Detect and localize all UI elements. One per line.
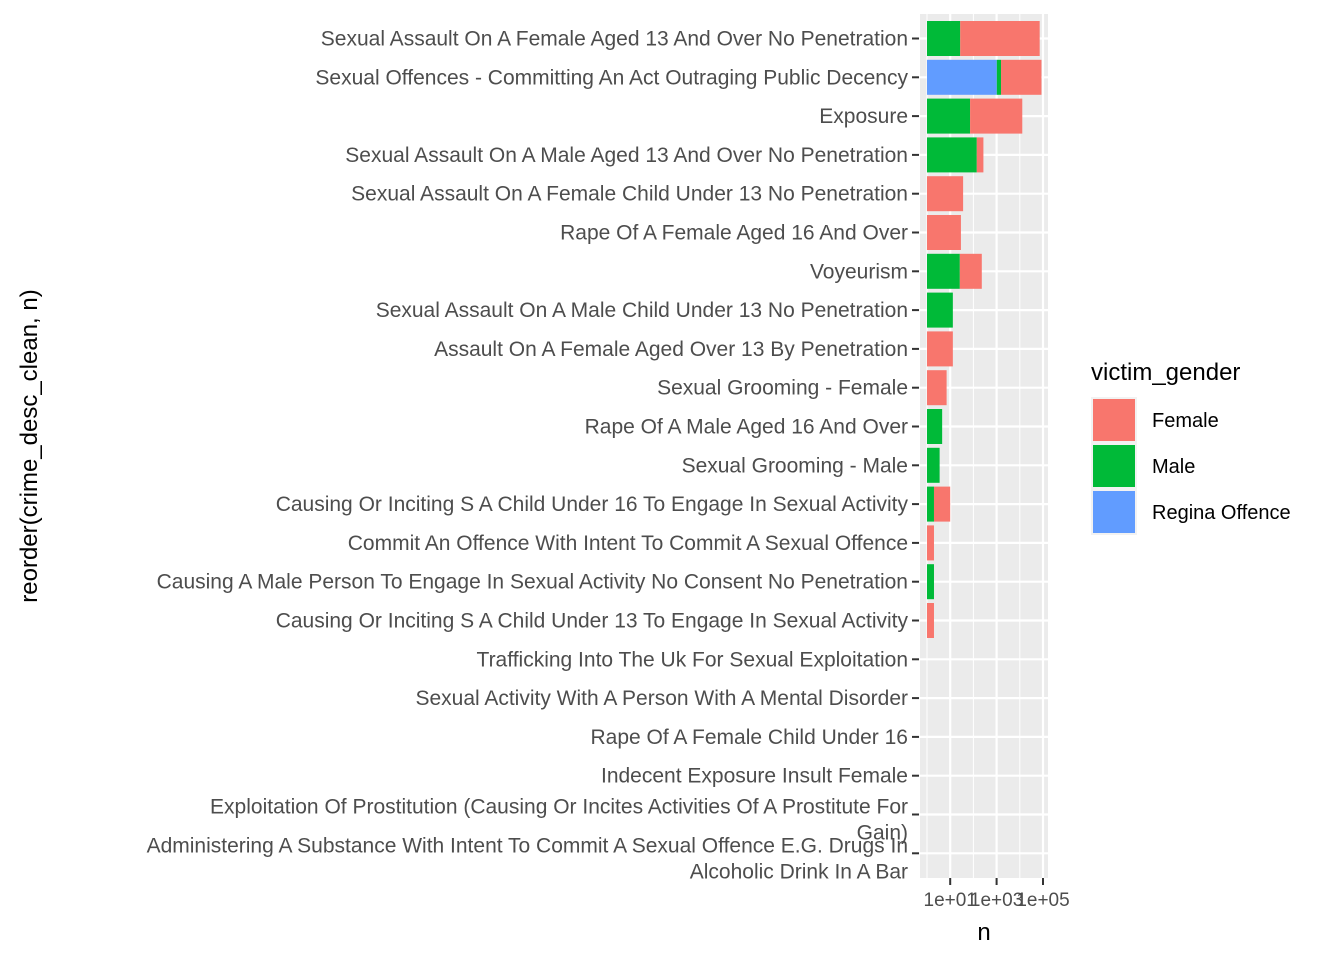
category-label: Trafficking Into The Uk For Sexual Explo… xyxy=(477,648,908,671)
bar-segment-regina-offence xyxy=(927,59,997,95)
bar-segment-female xyxy=(959,253,982,289)
category-label: Sexual Grooming - Female xyxy=(657,377,908,400)
category-label: Sexual Offences - Committing An Act Outr… xyxy=(315,66,908,89)
bar-segment-female xyxy=(933,486,951,522)
bar-segment-male xyxy=(927,137,977,173)
bar-segment-female xyxy=(927,370,947,406)
category-label: Rape Of A Female Aged 16 And Over xyxy=(560,222,908,245)
category-label: Causing Or Inciting S A Child Under 13 T… xyxy=(276,610,909,633)
category-label: Sexual Assault On A Male Aged 13 And Ove… xyxy=(345,144,908,167)
category-label: Sexual Activity With A Person With A Men… xyxy=(415,687,908,710)
y-axis-title: reorder(crime_desc_clean, n) xyxy=(16,289,43,602)
category-label: Exposure xyxy=(819,105,908,128)
category-label: Gain) xyxy=(857,822,908,845)
legend-label: Regina Offence xyxy=(1152,502,1291,524)
category-label: Causing Or Inciting S A Child Under 16 T… xyxy=(276,493,909,516)
legend-label: Male xyxy=(1152,456,1195,478)
bar-segment-male xyxy=(927,292,953,328)
bar-segment-female xyxy=(927,603,934,638)
bar-segment-male xyxy=(927,253,960,289)
category-label: Sexual Assault On A Female Aged 13 And O… xyxy=(321,28,908,51)
bar-segment-female xyxy=(927,525,934,561)
bar-segment-male xyxy=(927,98,971,134)
bar-segment-female xyxy=(970,98,1023,134)
bar-segment-female xyxy=(976,137,984,173)
category-label: Indecent Exposure Insult Female xyxy=(601,765,908,788)
bar-segment-male xyxy=(927,486,934,522)
legend-swatch xyxy=(1093,399,1135,441)
bar-segment-female xyxy=(927,176,964,212)
legend-swatch xyxy=(1093,445,1135,487)
legend-label: Female xyxy=(1152,410,1219,432)
bar-segment-male xyxy=(927,409,943,444)
category-label: Alcoholic Drink In A Bar xyxy=(690,860,908,883)
legend-title: victim_gender xyxy=(1091,359,1240,386)
bar-segment-female xyxy=(927,331,953,367)
category-label: Rape Of A Female Child Under 16 xyxy=(590,726,908,749)
category-label: Voyeurism xyxy=(810,260,908,283)
bar-segment-male xyxy=(996,59,1002,95)
category-label: Commit An Offence With Intent To Commit … xyxy=(348,532,908,555)
bar-segment-male xyxy=(927,564,934,600)
bar-segment-female xyxy=(960,21,1040,56)
category-label: Sexual Grooming - Male xyxy=(682,454,908,477)
bar-segment-male xyxy=(927,447,940,483)
x-tick-label: 1e+05 xyxy=(1016,890,1069,911)
category-label: Sexual Assault On A Male Child Under 13 … xyxy=(376,299,908,322)
bar-segment-male xyxy=(927,21,961,56)
legend-swatch xyxy=(1093,491,1135,533)
x-axis-title: n xyxy=(977,919,990,946)
category-labels: Sexual Assault On A Female Aged 13 And O… xyxy=(147,28,919,883)
x-tick-label: 1e+03 xyxy=(970,890,1023,911)
bar-segment-female xyxy=(927,215,961,250)
category-label: Assault On A Female Aged Over 13 By Pene… xyxy=(434,338,908,361)
bars xyxy=(927,21,1042,638)
bar-segment-female xyxy=(1001,59,1042,95)
category-label: Administering A Substance With Intent To… xyxy=(147,834,908,857)
category-label: Exploitation Of Prostitution (Causing Or… xyxy=(210,796,908,819)
category-label: Causing A Male Person To Engage In Sexua… xyxy=(157,571,908,594)
category-label: Sexual Assault On A Female Child Under 1… xyxy=(351,183,908,206)
x-tick-label: 1e+01 xyxy=(924,890,977,911)
category-label: Rape Of A Male Aged 16 And Over xyxy=(585,416,908,439)
legend: victim_gender Female Male Regina Offence xyxy=(1091,359,1291,535)
